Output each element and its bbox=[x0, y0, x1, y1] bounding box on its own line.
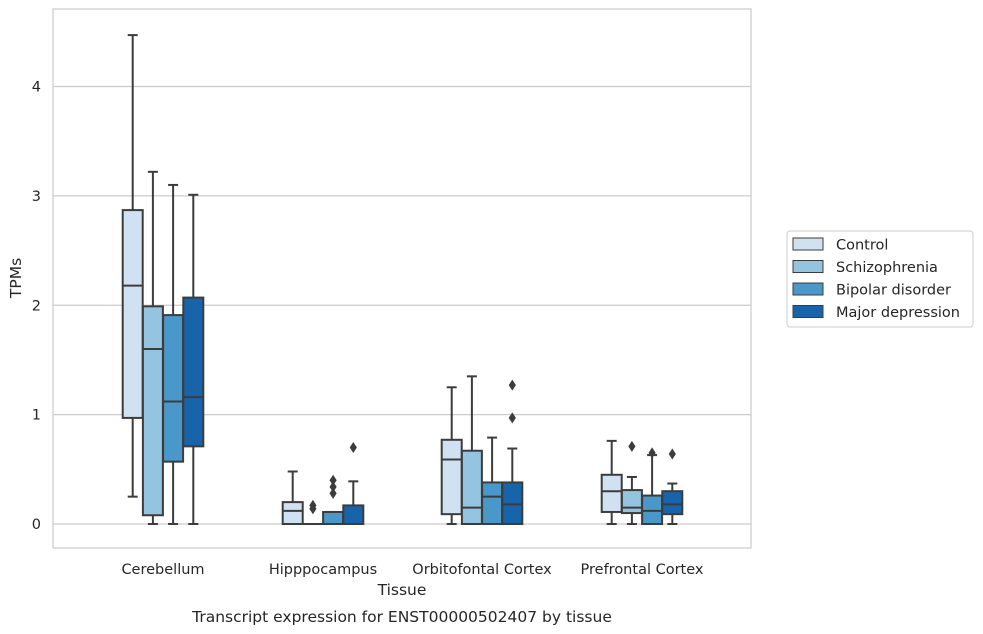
box-iqr bbox=[600, 473, 623, 513]
box-mark bbox=[661, 448, 684, 525]
box-mark bbox=[301, 499, 324, 526]
y-tick-label: 2 bbox=[32, 298, 41, 314]
box-mark bbox=[342, 441, 365, 525]
box-iqr bbox=[501, 481, 524, 525]
box-iqr bbox=[162, 314, 185, 463]
box-iqr bbox=[342, 504, 365, 525]
box-iqr bbox=[440, 438, 463, 516]
plot-frame bbox=[52, 8, 752, 549]
series-group bbox=[141, 170, 643, 526]
y-tick-label: 4 bbox=[32, 80, 41, 96]
x-tick-label: Orbitofontal Cortex bbox=[412, 562, 552, 578]
outlier-point bbox=[349, 441, 357, 453]
outlier-point bbox=[628, 440, 636, 452]
legend-label: Major depression bbox=[836, 305, 960, 321]
legend: Control Schizophrenia Bipolar disorder Majo… bbox=[786, 230, 974, 328]
box-iqr bbox=[460, 449, 483, 525]
outlier-point bbox=[329, 487, 337, 499]
x-tick-label: Cerebellum bbox=[121, 562, 204, 578]
box-iqr bbox=[620, 489, 643, 515]
legend-label: Schizophrenia bbox=[836, 260, 938, 276]
legend-label: Bipolar disorder bbox=[836, 283, 951, 299]
legend-swatch bbox=[792, 260, 824, 273]
x-tick-label: Hipppocampus bbox=[269, 562, 377, 578]
outlier-point bbox=[508, 379, 516, 391]
box-mark bbox=[440, 386, 463, 525]
box-mark bbox=[481, 436, 504, 525]
box-mark bbox=[121, 34, 144, 498]
box-series bbox=[121, 34, 684, 526]
box-iqr bbox=[322, 510, 345, 525]
x-tick-labels: Cerebellum Hipppocampus Orbitofontal Corte… bbox=[121, 562, 703, 578]
y-tick-labels: 0 1 2 3 4 bbox=[32, 80, 41, 534]
y-axis-title: TPMs bbox=[7, 258, 25, 299]
series-group bbox=[121, 34, 623, 525]
box-iqr bbox=[481, 481, 504, 525]
outlier-point bbox=[329, 474, 337, 486]
legend-label: Control bbox=[836, 238, 888, 254]
box-iqr bbox=[641, 494, 664, 525]
legend-swatch bbox=[792, 305, 824, 318]
y-tick-label: 1 bbox=[32, 408, 41, 424]
box-mark bbox=[501, 379, 524, 525]
outlier-point bbox=[329, 481, 337, 493]
x-tick-label: Prefrontal Cortex bbox=[581, 562, 704, 578]
legend-frame bbox=[786, 230, 974, 328]
box-iqr bbox=[182, 296, 205, 448]
outlier-point bbox=[309, 499, 317, 511]
legend-swatch bbox=[792, 282, 824, 296]
legend-swatch bbox=[792, 237, 824, 251]
box-mark bbox=[281, 470, 304, 525]
box-iqr bbox=[661, 490, 684, 516]
y-tick-label: 0 bbox=[32, 517, 41, 533]
box-iqr bbox=[141, 305, 164, 517]
series-group bbox=[182, 193, 684, 525]
outlier-point bbox=[668, 448, 676, 460]
box-mark bbox=[182, 193, 205, 525]
y-tick-label: 3 bbox=[32, 189, 41, 205]
box-mark bbox=[322, 474, 345, 525]
box-iqr bbox=[281, 501, 304, 525]
outlier-point bbox=[508, 412, 516, 424]
chart-title: Transcript expression for ENST0000050240… bbox=[191, 608, 612, 626]
x-axis-title: Tissue bbox=[377, 581, 427, 599]
box-iqr bbox=[121, 209, 144, 419]
outlier-point bbox=[648, 447, 656, 459]
